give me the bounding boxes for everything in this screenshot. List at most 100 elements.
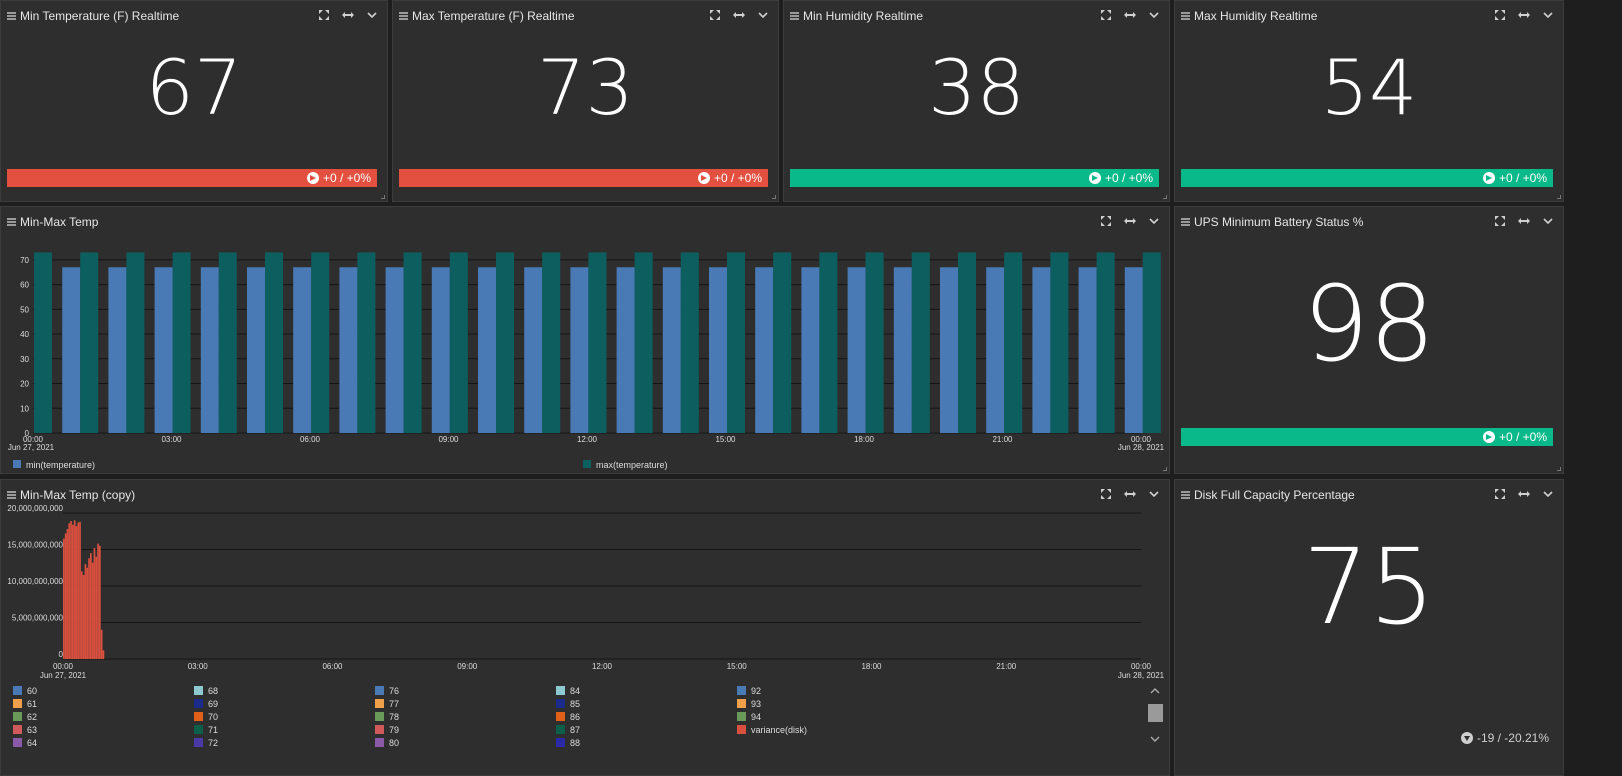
panel-title: Max Temperature (F) Realtime	[412, 9, 575, 23]
resize-horizontal-icon[interactable]	[1517, 6, 1531, 24]
legend-item[interactable]: 62	[13, 712, 37, 722]
bar-chart-min-max-temp-copy[interactable]: 0 5,000,000,000 10,000,000,000 15,000,000,0…	[1, 480, 1171, 776]
panel-header[interactable]: Disk Full Capacity Percentage	[1175, 480, 1563, 510]
bar-min	[1032, 267, 1051, 433]
drag-handle-icon[interactable]	[7, 12, 16, 20]
bar-min	[247, 267, 265, 433]
arrow-right-circle-icon	[306, 172, 319, 184]
resize-handle[interactable]	[772, 195, 776, 199]
legend-item[interactable]: 78	[375, 712, 399, 722]
bar-max	[1142, 252, 1161, 433]
legend-item[interactable]: 85	[556, 699, 580, 709]
scrollbar-thumb[interactable]	[1148, 704, 1163, 722]
legend-item[interactable]: 77	[375, 699, 399, 709]
arrow-down-circle-icon	[1460, 732, 1473, 744]
expand-icon[interactable]	[1099, 485, 1113, 503]
drag-handle-icon[interactable]	[1181, 12, 1190, 20]
chevron-down-icon[interactable]	[1147, 212, 1161, 230]
expand-icon[interactable]	[317, 6, 331, 24]
stat-panel-max-temperature: Max Temperature (F) Realtime 73 +0 / +0%	[392, 0, 779, 202]
expand-icon[interactable]	[1493, 6, 1507, 24]
legend-item[interactable]: 94	[737, 712, 761, 722]
legend-item[interactable]: 64	[13, 738, 37, 748]
legend-swatch	[583, 460, 591, 468]
bar-variance	[64, 533, 67, 659]
panel-header[interactable]: Max Humidity Realtime	[1175, 1, 1563, 31]
resize-handle[interactable]	[1163, 467, 1167, 471]
legend-item[interactable]: 68	[194, 686, 218, 696]
expand-icon[interactable]	[1493, 212, 1507, 230]
legend-scrollbar[interactable]	[1146, 684, 1163, 750]
legend-item[interactable]: 60	[13, 686, 37, 696]
chevron-down-icon[interactable]	[365, 6, 379, 24]
panel-header[interactable]: Min-Max Temp (copy)	[1, 480, 1169, 510]
chevron-down-icon[interactable]	[1150, 734, 1160, 744]
legend-item[interactable]: 79	[375, 725, 399, 735]
legend-item[interactable]: 76	[375, 686, 399, 696]
panel-title: Min Temperature (F) Realtime	[20, 9, 180, 23]
bar-min	[62, 267, 81, 433]
legend-item[interactable]: 72	[194, 738, 218, 748]
legend-item[interactable]: 71	[194, 725, 218, 735]
resize-handle[interactable]	[1557, 467, 1561, 471]
panel-header[interactable]: Min-Max Temp	[1, 207, 1169, 237]
chevron-down-icon[interactable]	[1541, 485, 1555, 503]
change-bar: +0 / +0%	[7, 169, 377, 187]
legend-swatch	[13, 738, 22, 747]
legend-item[interactable]: 70	[194, 712, 218, 722]
resize-horizontal-icon[interactable]	[732, 6, 746, 24]
panel-header[interactable]: Max Temperature (F) Realtime	[393, 1, 778, 31]
legend-item[interactable]: 92	[737, 686, 761, 696]
resize-handle[interactable]	[1163, 195, 1167, 199]
expand-icon[interactable]	[708, 6, 722, 24]
chevron-down-icon[interactable]	[1541, 6, 1555, 24]
legend-item[interactable]: 86	[556, 712, 580, 722]
resize-horizontal-icon[interactable]	[1123, 212, 1137, 230]
panel-header[interactable]: UPS Minimum Battery Status %	[1175, 207, 1563, 237]
drag-handle-icon[interactable]	[790, 12, 799, 20]
resize-horizontal-icon[interactable]	[341, 6, 355, 24]
change-bar: +0 / +0%	[1181, 169, 1553, 187]
bar-max	[634, 252, 653, 433]
chevron-down-icon[interactable]	[1147, 6, 1161, 24]
panel-header[interactable]: Min Humidity Realtime	[784, 1, 1169, 31]
drag-handle-icon[interactable]	[399, 12, 408, 20]
legend-item[interactable]: 80	[375, 738, 399, 748]
panel-header[interactable]: Min Temperature (F) Realtime	[1, 1, 387, 31]
legend-item[interactable]: 84	[556, 686, 580, 696]
legend-item[interactable]: 61	[13, 699, 37, 709]
drag-handle-icon[interactable]	[1181, 491, 1190, 499]
bar-variance	[97, 543, 99, 659]
legend-item[interactable]: 88	[556, 738, 580, 748]
legend-item[interactable]: 69	[194, 699, 218, 709]
resize-horizontal-icon[interactable]	[1123, 6, 1137, 24]
legend-swatch	[375, 738, 384, 747]
bar-variance	[93, 548, 96, 659]
expand-icon[interactable]	[1493, 485, 1507, 503]
resize-horizontal-icon[interactable]	[1517, 485, 1531, 503]
expand-icon[interactable]	[1099, 6, 1113, 24]
resize-horizontal-icon[interactable]	[1123, 485, 1137, 503]
resize-handle[interactable]	[381, 195, 385, 199]
chevron-down-icon[interactable]	[756, 6, 770, 24]
arrow-right-circle-icon	[697, 172, 710, 184]
legend-item[interactable]: 93	[737, 699, 761, 709]
drag-handle-icon[interactable]	[1181, 218, 1190, 226]
resize-horizontal-icon[interactable]	[1517, 212, 1531, 230]
legend-item[interactable]: 87	[556, 725, 580, 735]
chevron-down-icon[interactable]	[1541, 212, 1555, 230]
legend-item[interactable]: variance(disk)	[737, 725, 807, 735]
change-bar: +0 / +0%	[399, 169, 768, 187]
drag-handle-icon[interactable]	[7, 491, 16, 499]
chevron-down-icon[interactable]	[1147, 485, 1161, 503]
drag-handle-icon[interactable]	[7, 218, 16, 226]
resize-handle[interactable]	[1557, 195, 1561, 199]
legend-label: 60	[27, 686, 38, 696]
x-tick-label: 03:00	[188, 662, 209, 671]
bar-chart-min-max-temp[interactable]: 0 10 20 30 40 50 60 70 00:00 03:00 06:00 09:00 12:00…	[1, 207, 1171, 475]
legend-item[interactable]: 63	[13, 725, 37, 735]
bar-variance	[77, 522, 80, 659]
bar-max	[449, 252, 468, 433]
expand-icon[interactable]	[1099, 212, 1113, 230]
chevron-up-icon[interactable]	[1150, 686, 1160, 696]
